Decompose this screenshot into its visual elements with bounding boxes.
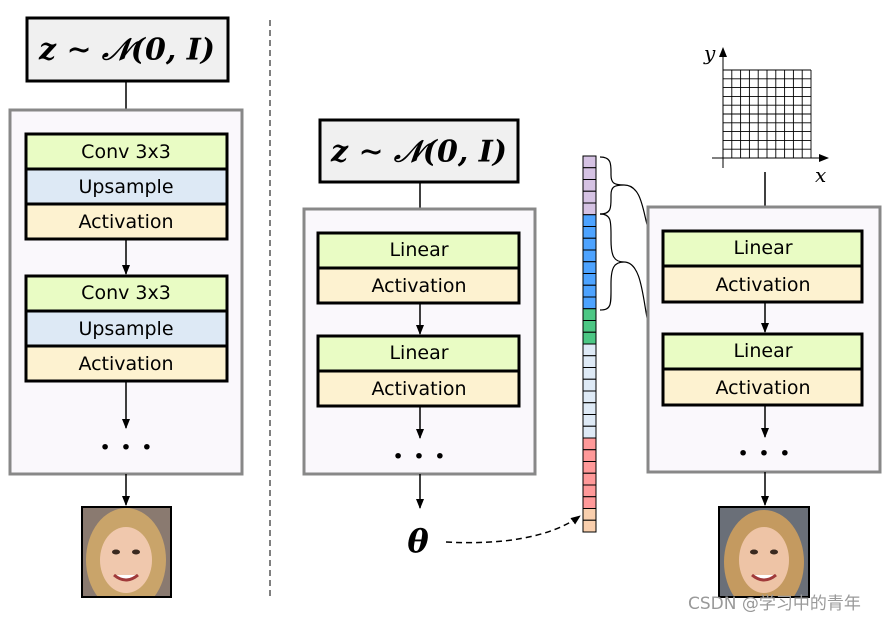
noise-formula-left: z ∼ 𝒩(0, I) [38,33,215,68]
vector-cell [582,226,597,239]
vector-cell [582,167,597,180]
activation-label: Activation [371,275,466,297]
upsample-label: Upsample [78,176,173,198]
vector-cell [582,472,597,486]
vector-cell [582,284,597,298]
ellipsis: · · · [738,436,790,471]
vector-cell [582,402,597,415]
face-image-right [719,507,809,597]
vector-cell [582,155,597,169]
vector-cell [582,461,597,474]
activation-label: Activation [78,211,173,233]
vector-cell [582,343,597,357]
linear-label: Linear [389,239,448,261]
watermark: CSDN @学习中的青年 [688,594,861,614]
vector-cell [582,496,597,509]
vector-cell [582,320,597,333]
vector-cell [582,308,597,321]
activation-label: Activation [371,378,466,400]
vector-cell [582,390,597,404]
vector-cell [582,331,597,345]
coordinate-grid [722,69,812,159]
vector-cell [582,261,597,274]
vector-cell [582,249,597,263]
vector-cell [582,296,597,310]
vector-cell [582,449,597,462]
vector-cell [582,437,597,451]
parameter-vector [582,155,597,533]
vector-cell [582,484,597,498]
dashed-arrow [445,515,581,544]
vector-cell [582,378,597,392]
ellipsis: · · · [393,439,445,474]
left-generator: z ∼ 𝒩(0, I) Conv 3x3 Upsample Activation… [8,16,244,598]
vector-cell [582,273,597,286]
upsample-label: Upsample [78,318,173,340]
conv-label: Conv 3x3 [81,141,171,163]
noise-formula-middle: z ∼ 𝒩(0, I) [330,135,507,170]
conv-block-1: Conv 3x3 Upsample Activation [24,132,229,241]
y-axis-label: y [703,41,716,65]
x-axis-label: x [815,163,826,187]
linear-label: Linear [733,340,792,362]
vector-cell [582,237,597,251]
noise-box-middle [318,118,520,184]
vector-cell [582,214,597,227]
vector-cell [582,414,597,427]
vector-cell [582,367,597,380]
conv-block-2: Conv 3x3 Upsample Activation [24,274,229,383]
vector-cell [582,519,597,533]
linear-label: Linear [733,237,792,259]
activation-label: Activation [715,274,810,296]
noise-box-left [25,16,230,83]
linear-label: Linear [389,342,448,364]
theta-label: θ [407,522,429,560]
activation-label: Activation [715,377,810,399]
ellipsis: · · · [100,430,152,465]
hypernetwork: z ∼ 𝒩(0, I) Linear Activation Linear Act… [302,118,581,560]
vector-cell [582,425,597,439]
vector-cell [582,179,597,192]
target-network: y x Linear Activation Linear Activation … [646,41,882,598]
vector-cell [582,202,597,216]
vector-cell [582,508,597,521]
face-image-left [82,507,171,597]
activation-label: Activation [78,353,173,375]
vector-cell [582,355,597,368]
vector-cell [582,190,597,204]
conv-label: Conv 3x3 [81,282,171,304]
